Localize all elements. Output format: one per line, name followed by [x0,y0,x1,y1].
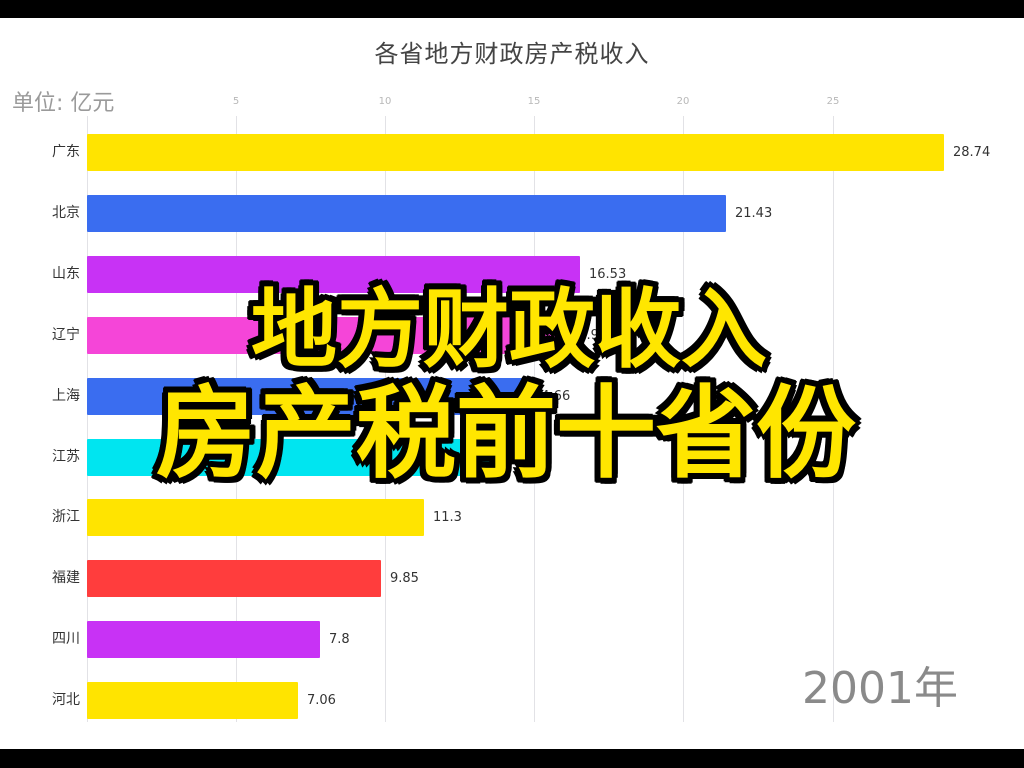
category-label: 福建 [52,570,80,586]
x-tick-label: 5 [232,96,240,107]
year-label: 2001年 [802,663,958,714]
bar [87,256,580,293]
overlay-caption-line2: 房产税前十省份 [156,375,856,492]
value-label: 16.53 [589,267,627,282]
category-label: 北京 [52,205,80,221]
gridline [683,116,684,722]
gridline [236,116,237,722]
value-label: 21.43 [735,206,773,221]
axis-baseline [87,116,88,722]
value-label: 14.66 [533,389,571,404]
chart-title: 各省地方财政房产税收入 [374,40,650,68]
letterbox-bottom [0,749,1024,768]
bar [87,621,320,658]
gridline [534,116,535,722]
bar [87,378,524,415]
gridline [833,116,834,722]
x-tick-label: 15 [527,96,541,107]
value-label: 13.5 [499,450,528,465]
letterbox-top [0,0,1024,18]
value-label: 7.8 [329,632,350,647]
value-label: 11.3 [433,510,462,525]
value-label: 9.85 [390,571,419,586]
value-label: 28.74 [953,145,991,160]
bar [87,560,381,597]
category-label: 广东 [52,144,80,160]
bar [87,682,298,719]
x-tick-label: 10 [378,96,392,107]
bar [87,499,424,536]
x-tick-label: 20 [676,96,690,107]
category-label: 四川 [52,631,80,647]
category-label: 辽宁 [52,327,80,343]
bar [87,134,944,171]
value-label: 7.06 [307,693,336,708]
unit-label: 单位: 亿元 [12,91,115,116]
category-label: 山东 [52,266,80,282]
overlay-caption-line1: 地方财政收入 [251,280,767,380]
x-tick-label: 25 [826,96,840,107]
gridline [385,116,386,722]
category-label: 上海 [52,388,80,404]
value-label: 15.9 [570,328,599,343]
category-label: 河北 [52,692,80,708]
bar [87,317,561,354]
bar [87,195,726,232]
category-label: 浙江 [52,509,80,525]
category-label: 江苏 [52,449,80,465]
bar [87,439,490,476]
